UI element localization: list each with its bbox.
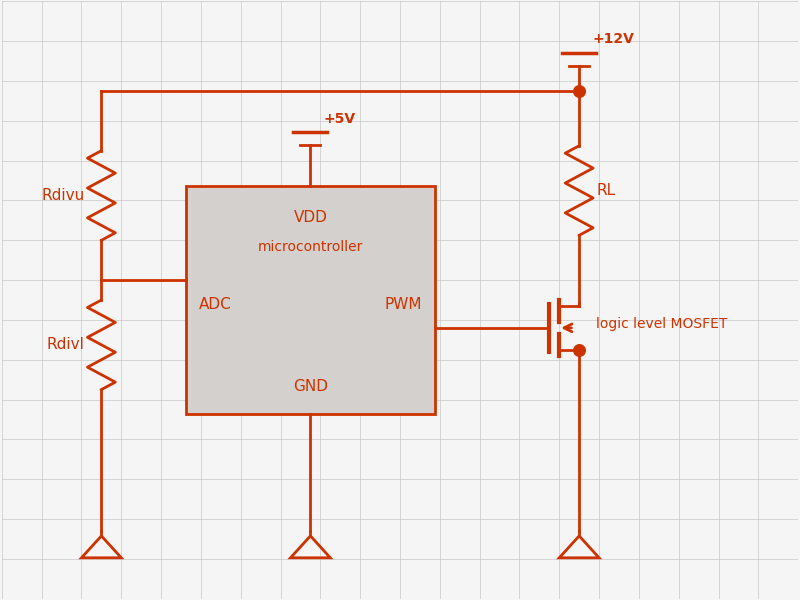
Text: +12V: +12V: [592, 32, 634, 46]
Text: Rdivu: Rdivu: [42, 188, 85, 203]
FancyBboxPatch shape: [186, 185, 435, 415]
Point: [573, 345, 586, 355]
Text: VDD: VDD: [294, 210, 327, 225]
Text: GND: GND: [293, 379, 328, 394]
Text: microcontroller: microcontroller: [258, 240, 363, 254]
Text: +5V: +5V: [323, 112, 355, 126]
Text: PWM: PWM: [384, 298, 422, 313]
Text: Rdivl: Rdivl: [46, 337, 85, 352]
Text: logic level MOSFET: logic level MOSFET: [596, 317, 727, 331]
Text: ADC: ADC: [199, 298, 232, 313]
Text: RL: RL: [596, 183, 615, 198]
Point: [573, 86, 586, 96]
